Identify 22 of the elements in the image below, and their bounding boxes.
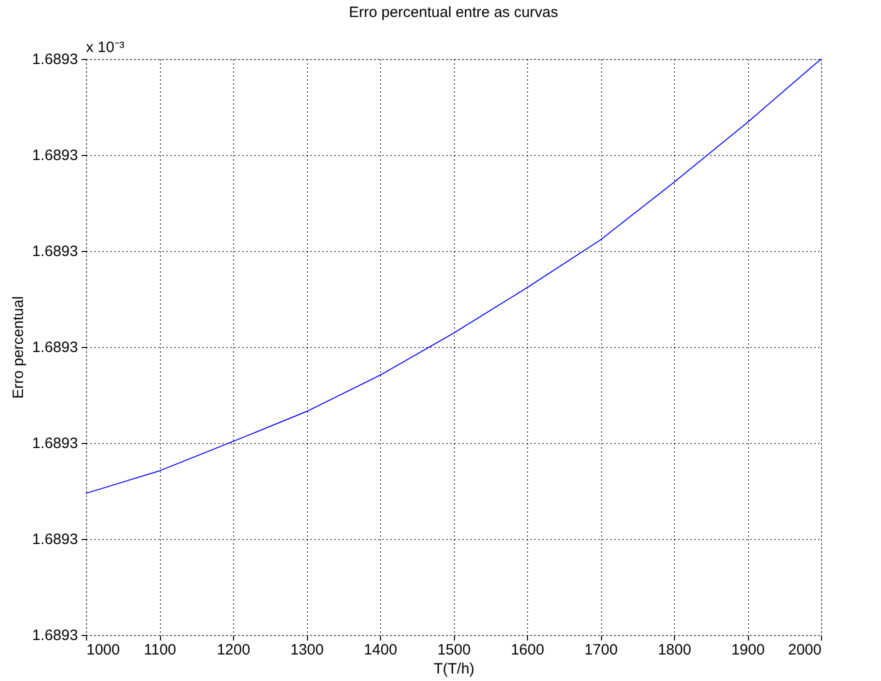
text: 1.6893 xyxy=(32,51,78,68)
x-tick-label: 1100 xyxy=(144,642,176,658)
x-axis-title: T(T/h) xyxy=(434,660,474,678)
text: x 10⁻³ xyxy=(86,39,124,56)
x-tick-label: 1500 xyxy=(437,642,471,658)
x-tick-label: 1000 xyxy=(86,642,120,658)
text: 1.6893 xyxy=(32,147,78,164)
x-tick-label: 2000 xyxy=(788,642,822,658)
y-axis-title: Erro percentual xyxy=(10,296,27,399)
chart-title: Erro percentual entre as curvas xyxy=(348,4,558,21)
x-tick-label: 1600 xyxy=(510,642,544,658)
x-tick-label: 1700 xyxy=(584,642,618,658)
x-tick-label: 1300 xyxy=(290,642,324,658)
text: 1.6893 xyxy=(32,435,78,452)
text: 1.6893 xyxy=(32,531,78,548)
x-tick-label: 1800 xyxy=(658,642,692,658)
x-tick-label: 1200 xyxy=(216,642,250,658)
text: 1.6893 xyxy=(32,243,78,260)
text: 1.6893 xyxy=(32,627,78,644)
x-tick-label: 1400 xyxy=(364,642,398,658)
text: 1.6893 xyxy=(32,339,78,356)
x-tick-label: 1900 xyxy=(731,642,765,658)
